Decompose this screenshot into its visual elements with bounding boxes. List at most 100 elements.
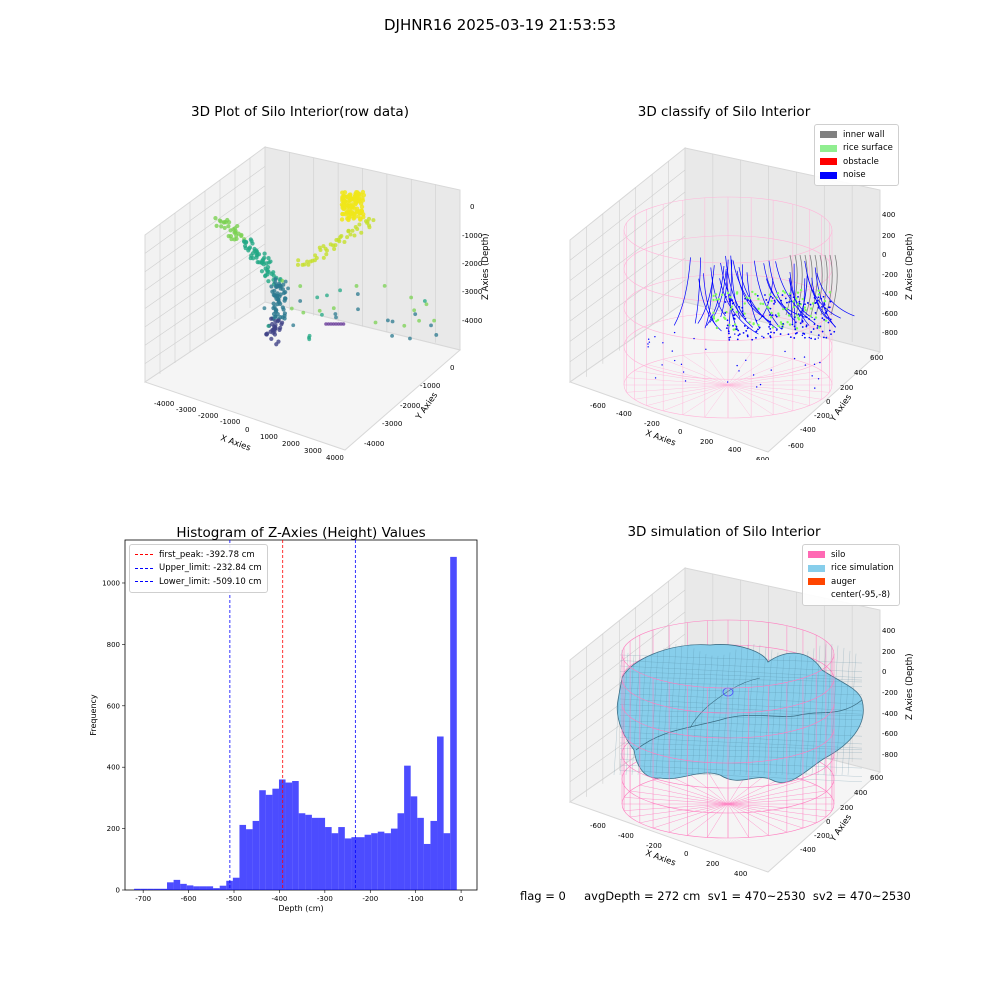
noise-point xyxy=(822,336,825,339)
histogram-bar xyxy=(173,879,181,890)
mesh-line xyxy=(709,655,719,776)
mesh-line xyxy=(619,682,863,687)
data-point xyxy=(347,192,352,198)
histogram-bar xyxy=(311,817,319,890)
noise-point xyxy=(814,338,817,341)
data-point xyxy=(298,284,303,288)
noise-point xyxy=(728,298,731,301)
noise-point xyxy=(771,297,774,299)
data-point xyxy=(355,227,360,232)
x-tick: -200 xyxy=(646,842,662,850)
noise-point xyxy=(752,374,755,376)
data-point xyxy=(373,320,378,325)
noise-point xyxy=(810,337,813,340)
floor-spoke xyxy=(663,384,729,411)
figure-title: DJHNR16 2025-03-19 21:53:53 xyxy=(383,16,617,34)
data-point xyxy=(326,322,331,326)
classify-plot-title: 3D classify of Silo Interior xyxy=(637,104,811,120)
noise-point xyxy=(821,317,824,320)
raw-plot-title: 3D Plot of Silo Interior(row data) xyxy=(191,104,409,120)
y-tick: -1000 xyxy=(420,382,440,390)
rice-surface-point xyxy=(817,293,821,296)
noise-point xyxy=(673,331,676,334)
data-point xyxy=(275,293,280,298)
x-tick: 400 xyxy=(728,446,741,454)
rice-surface-point xyxy=(777,324,780,328)
floor-spoke xyxy=(626,384,729,393)
data-point xyxy=(277,327,282,332)
data-point xyxy=(337,239,342,244)
mesh-line xyxy=(697,653,707,776)
data-point xyxy=(289,306,294,311)
noise-line xyxy=(790,277,794,324)
rice-surface-point xyxy=(752,322,755,326)
legend-entry: inner wall xyxy=(820,128,893,142)
noise-point xyxy=(725,327,728,330)
mesh-line xyxy=(619,753,863,760)
noise-point xyxy=(805,324,808,327)
rice-surface-point xyxy=(809,307,813,310)
data-point xyxy=(262,255,267,260)
z-tick: -4000 xyxy=(462,317,482,325)
mesh-line xyxy=(619,748,863,753)
noise-line xyxy=(753,260,782,329)
histogram-bar xyxy=(239,824,247,890)
floor-spoke xyxy=(727,803,832,811)
noise-point xyxy=(813,296,816,299)
x-tick: 0 xyxy=(684,850,688,858)
noise-point xyxy=(813,323,816,325)
noise-point xyxy=(769,336,772,339)
noise-point xyxy=(767,301,770,304)
grid-line xyxy=(144,243,266,328)
rice-surface-point xyxy=(796,316,800,320)
legend-swatch xyxy=(808,551,825,559)
noise-point xyxy=(816,299,819,302)
noise-point xyxy=(797,295,799,298)
z-tick: 400 xyxy=(882,211,895,219)
floor-spoke xyxy=(704,384,729,418)
histogram-bar xyxy=(160,888,168,890)
noise-line xyxy=(766,278,806,318)
x-tick: -200 xyxy=(644,420,660,428)
mesh-line xyxy=(619,759,863,769)
rice-surface-point xyxy=(770,311,773,315)
mesh-line xyxy=(649,650,659,776)
noise-point xyxy=(802,332,804,335)
noise-point xyxy=(729,336,732,338)
z-tick: -400 xyxy=(882,290,898,298)
noise-point xyxy=(797,313,800,316)
data-point xyxy=(356,307,360,312)
data-point xyxy=(262,306,267,311)
noise-point xyxy=(825,336,828,339)
data-point xyxy=(359,230,364,235)
noise-point xyxy=(745,359,747,362)
histogram-bar xyxy=(206,886,214,890)
histogram-bar xyxy=(292,781,299,890)
floor-spoke xyxy=(682,384,729,415)
noise-line xyxy=(694,257,701,324)
rice-surface-point xyxy=(824,319,828,322)
data-point xyxy=(354,206,360,211)
rice-surface-point xyxy=(795,297,798,300)
rice-surface-point xyxy=(715,326,719,330)
z-tick: 0 xyxy=(470,203,474,211)
mesh-line xyxy=(793,653,803,776)
data-point xyxy=(346,215,352,221)
noise-point xyxy=(749,300,752,303)
z-tick: -200 xyxy=(882,271,898,279)
data-point xyxy=(333,312,338,316)
data-point xyxy=(345,235,350,240)
data-point xyxy=(273,277,278,282)
floor-spoke xyxy=(727,803,749,838)
noise-point xyxy=(817,337,820,339)
noise-point xyxy=(791,323,794,326)
grid-line xyxy=(144,263,266,346)
data-point xyxy=(271,306,276,311)
floor-spoke xyxy=(646,384,729,406)
noise-point xyxy=(821,330,824,333)
noise-point xyxy=(770,369,772,371)
data-point xyxy=(263,266,268,271)
noise-point xyxy=(741,306,744,309)
noise-line xyxy=(811,277,828,319)
noise-point xyxy=(786,301,788,304)
